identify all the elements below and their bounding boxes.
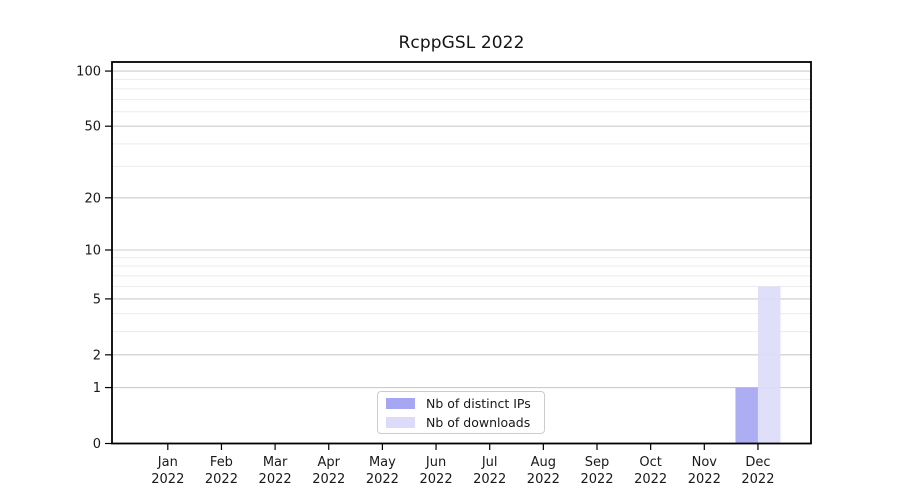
x-tick-label-month: Jan bbox=[157, 455, 178, 470]
bar-distinct-ips-dec bbox=[735, 387, 758, 444]
y-tick-label: 50 bbox=[84, 120, 101, 135]
y-tick-label: 0 bbox=[93, 437, 101, 452]
x-tick-label-year: 2022 bbox=[473, 472, 506, 487]
y-tick-label: 1 bbox=[93, 381, 101, 396]
chart-title: RcppGSL 2022 bbox=[398, 33, 525, 53]
y-tick-label: 10 bbox=[84, 243, 101, 258]
legend: Nb of distinct IPs Nb of downloads bbox=[377, 391, 545, 434]
legend-row-distinct-ips: Nb of distinct IPs bbox=[386, 396, 544, 411]
x-tick-label-month: Feb bbox=[210, 455, 233, 470]
x-tick-label-year: 2022 bbox=[580, 472, 613, 487]
x-tick-label-year: 2022 bbox=[151, 472, 184, 487]
x-tick-label-year: 2022 bbox=[420, 472, 453, 487]
x-tick-label-year: 2022 bbox=[741, 472, 774, 487]
x-tick-label-year: 2022 bbox=[634, 472, 667, 487]
x-tick-label-month: Sep bbox=[585, 455, 610, 470]
x-tick-label-month: Aug bbox=[531, 455, 556, 470]
x-tick-label-month: Apr bbox=[318, 455, 341, 470]
x-tick-label-year: 2022 bbox=[688, 472, 721, 487]
x-tick-label-month: May bbox=[369, 455, 396, 470]
legend-swatch-distinct-ips bbox=[386, 397, 415, 409]
bar-downloads-dec bbox=[757, 286, 781, 444]
x-tick-label-year: 2022 bbox=[527, 472, 560, 487]
y-tick-label: 100 bbox=[76, 65, 101, 80]
legend-label-distinct-ips: Nb of distinct IPs bbox=[426, 395, 531, 411]
y-tick-label: 2 bbox=[93, 348, 101, 363]
legend-swatch-downloads bbox=[386, 416, 415, 428]
x-tick-label-year: 2022 bbox=[366, 472, 399, 487]
y-tick-label: 20 bbox=[84, 191, 101, 206]
x-tick-label-month: Nov bbox=[692, 455, 718, 470]
x-tick-label-month: Dec bbox=[745, 455, 770, 470]
x-tick-label-month: Jul bbox=[481, 455, 498, 470]
x-tick-label-year: 2022 bbox=[312, 472, 345, 487]
x-tick-label-year: 2022 bbox=[259, 472, 292, 487]
y-tick-label: 5 bbox=[93, 292, 101, 307]
legend-label-downloads: Nb of downloads bbox=[426, 414, 531, 430]
x-tick-label-month: Mar bbox=[263, 455, 288, 470]
plot-border bbox=[111, 61, 812, 445]
x-tick-label-year: 2022 bbox=[205, 472, 238, 487]
x-tick-label-month: Oct bbox=[639, 455, 661, 470]
x-tick-label-month: Jun bbox=[425, 455, 446, 470]
legend-row-downloads: Nb of downloads bbox=[386, 415, 544, 430]
